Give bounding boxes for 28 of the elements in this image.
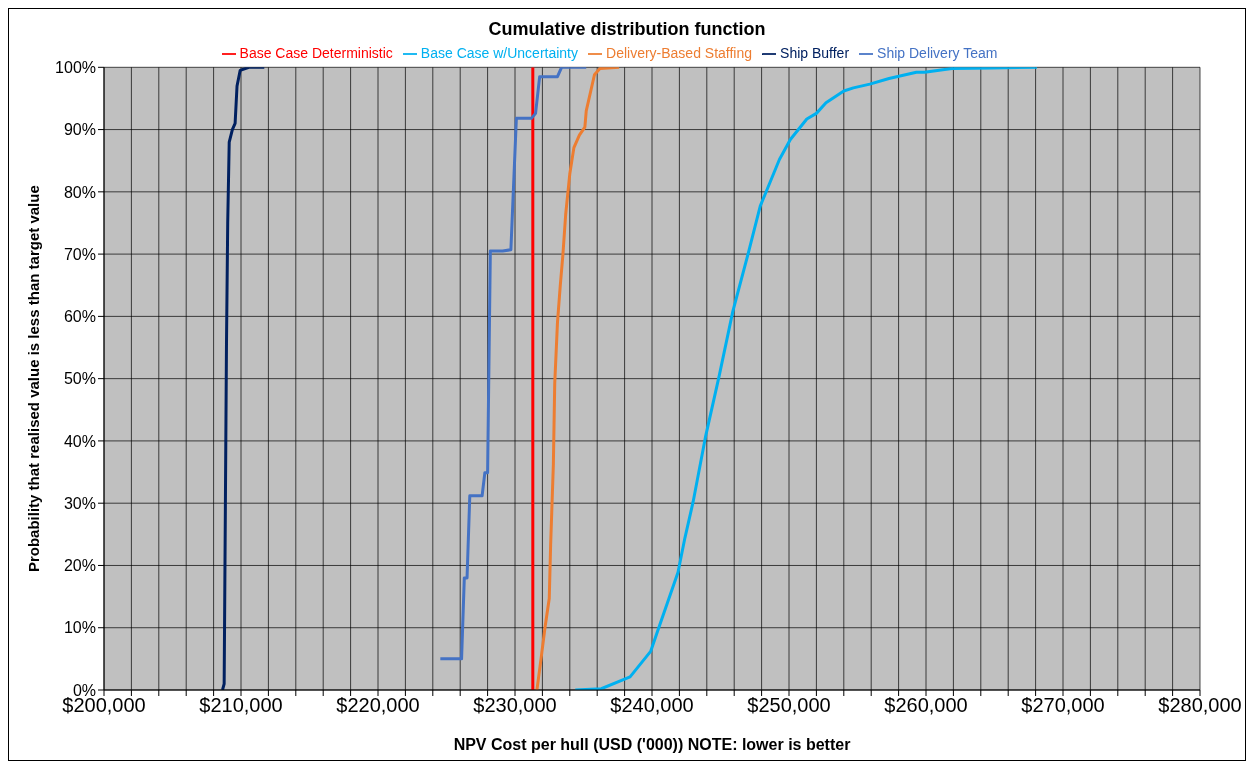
y-tick-label: 80% (63, 183, 96, 201)
x-tick-label: $250,000 (747, 694, 831, 717)
y-tick-label: 20% (63, 557, 96, 575)
x-tick-label: $230,000 (473, 694, 557, 717)
y-tick-label: 60% (63, 308, 96, 326)
y-tick-label: 50% (63, 370, 96, 388)
y-tick-label: 70% (63, 245, 96, 263)
legend-label: Ship Buffer (780, 45, 850, 61)
x-tick-label: $270,000 (1021, 694, 1105, 717)
y-tick-label: 40% (63, 432, 96, 450)
y-tick-label: 10% (63, 619, 96, 637)
legend-label: Delivery-Based Staffing (606, 45, 753, 61)
x-tick-label: $210,000 (199, 694, 283, 717)
x-tick-label: $280,000 (1158, 694, 1242, 717)
x-tick-label: $220,000 (336, 694, 420, 717)
y-tick-label: 100% (55, 58, 96, 76)
y-axis-title: Probability that realised value is less than target value (25, 185, 43, 573)
chart-title: Cumulative distribution function (487, 18, 767, 40)
y-tick-label: 30% (63, 494, 96, 512)
legend-label: Base Case w/Uncertainty (420, 45, 579, 61)
x-tick-label: $260,000 (884, 694, 968, 717)
x-tick-label: $240,000 (610, 694, 694, 717)
y-tick-label: 0% (72, 681, 96, 699)
y-tick-label: 90% (63, 121, 96, 139)
legend-label: Base Case Deterministic (239, 45, 393, 61)
line-series (438, 67, 588, 661)
legend-label: Ship Delivery Team (877, 45, 998, 61)
x-axis-title: NPV Cost per hull (USD ('000)) NOTE: lower is better (453, 736, 851, 753)
